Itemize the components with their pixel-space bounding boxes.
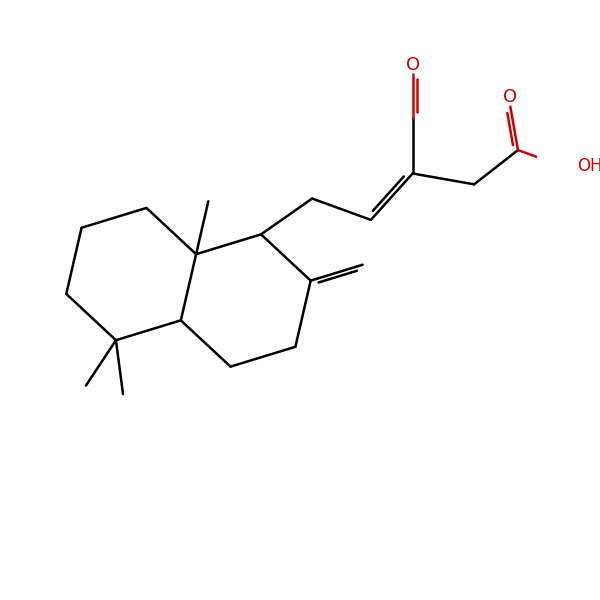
Text: O: O <box>406 56 420 74</box>
Text: OH: OH <box>577 157 600 175</box>
Text: O: O <box>503 88 517 106</box>
